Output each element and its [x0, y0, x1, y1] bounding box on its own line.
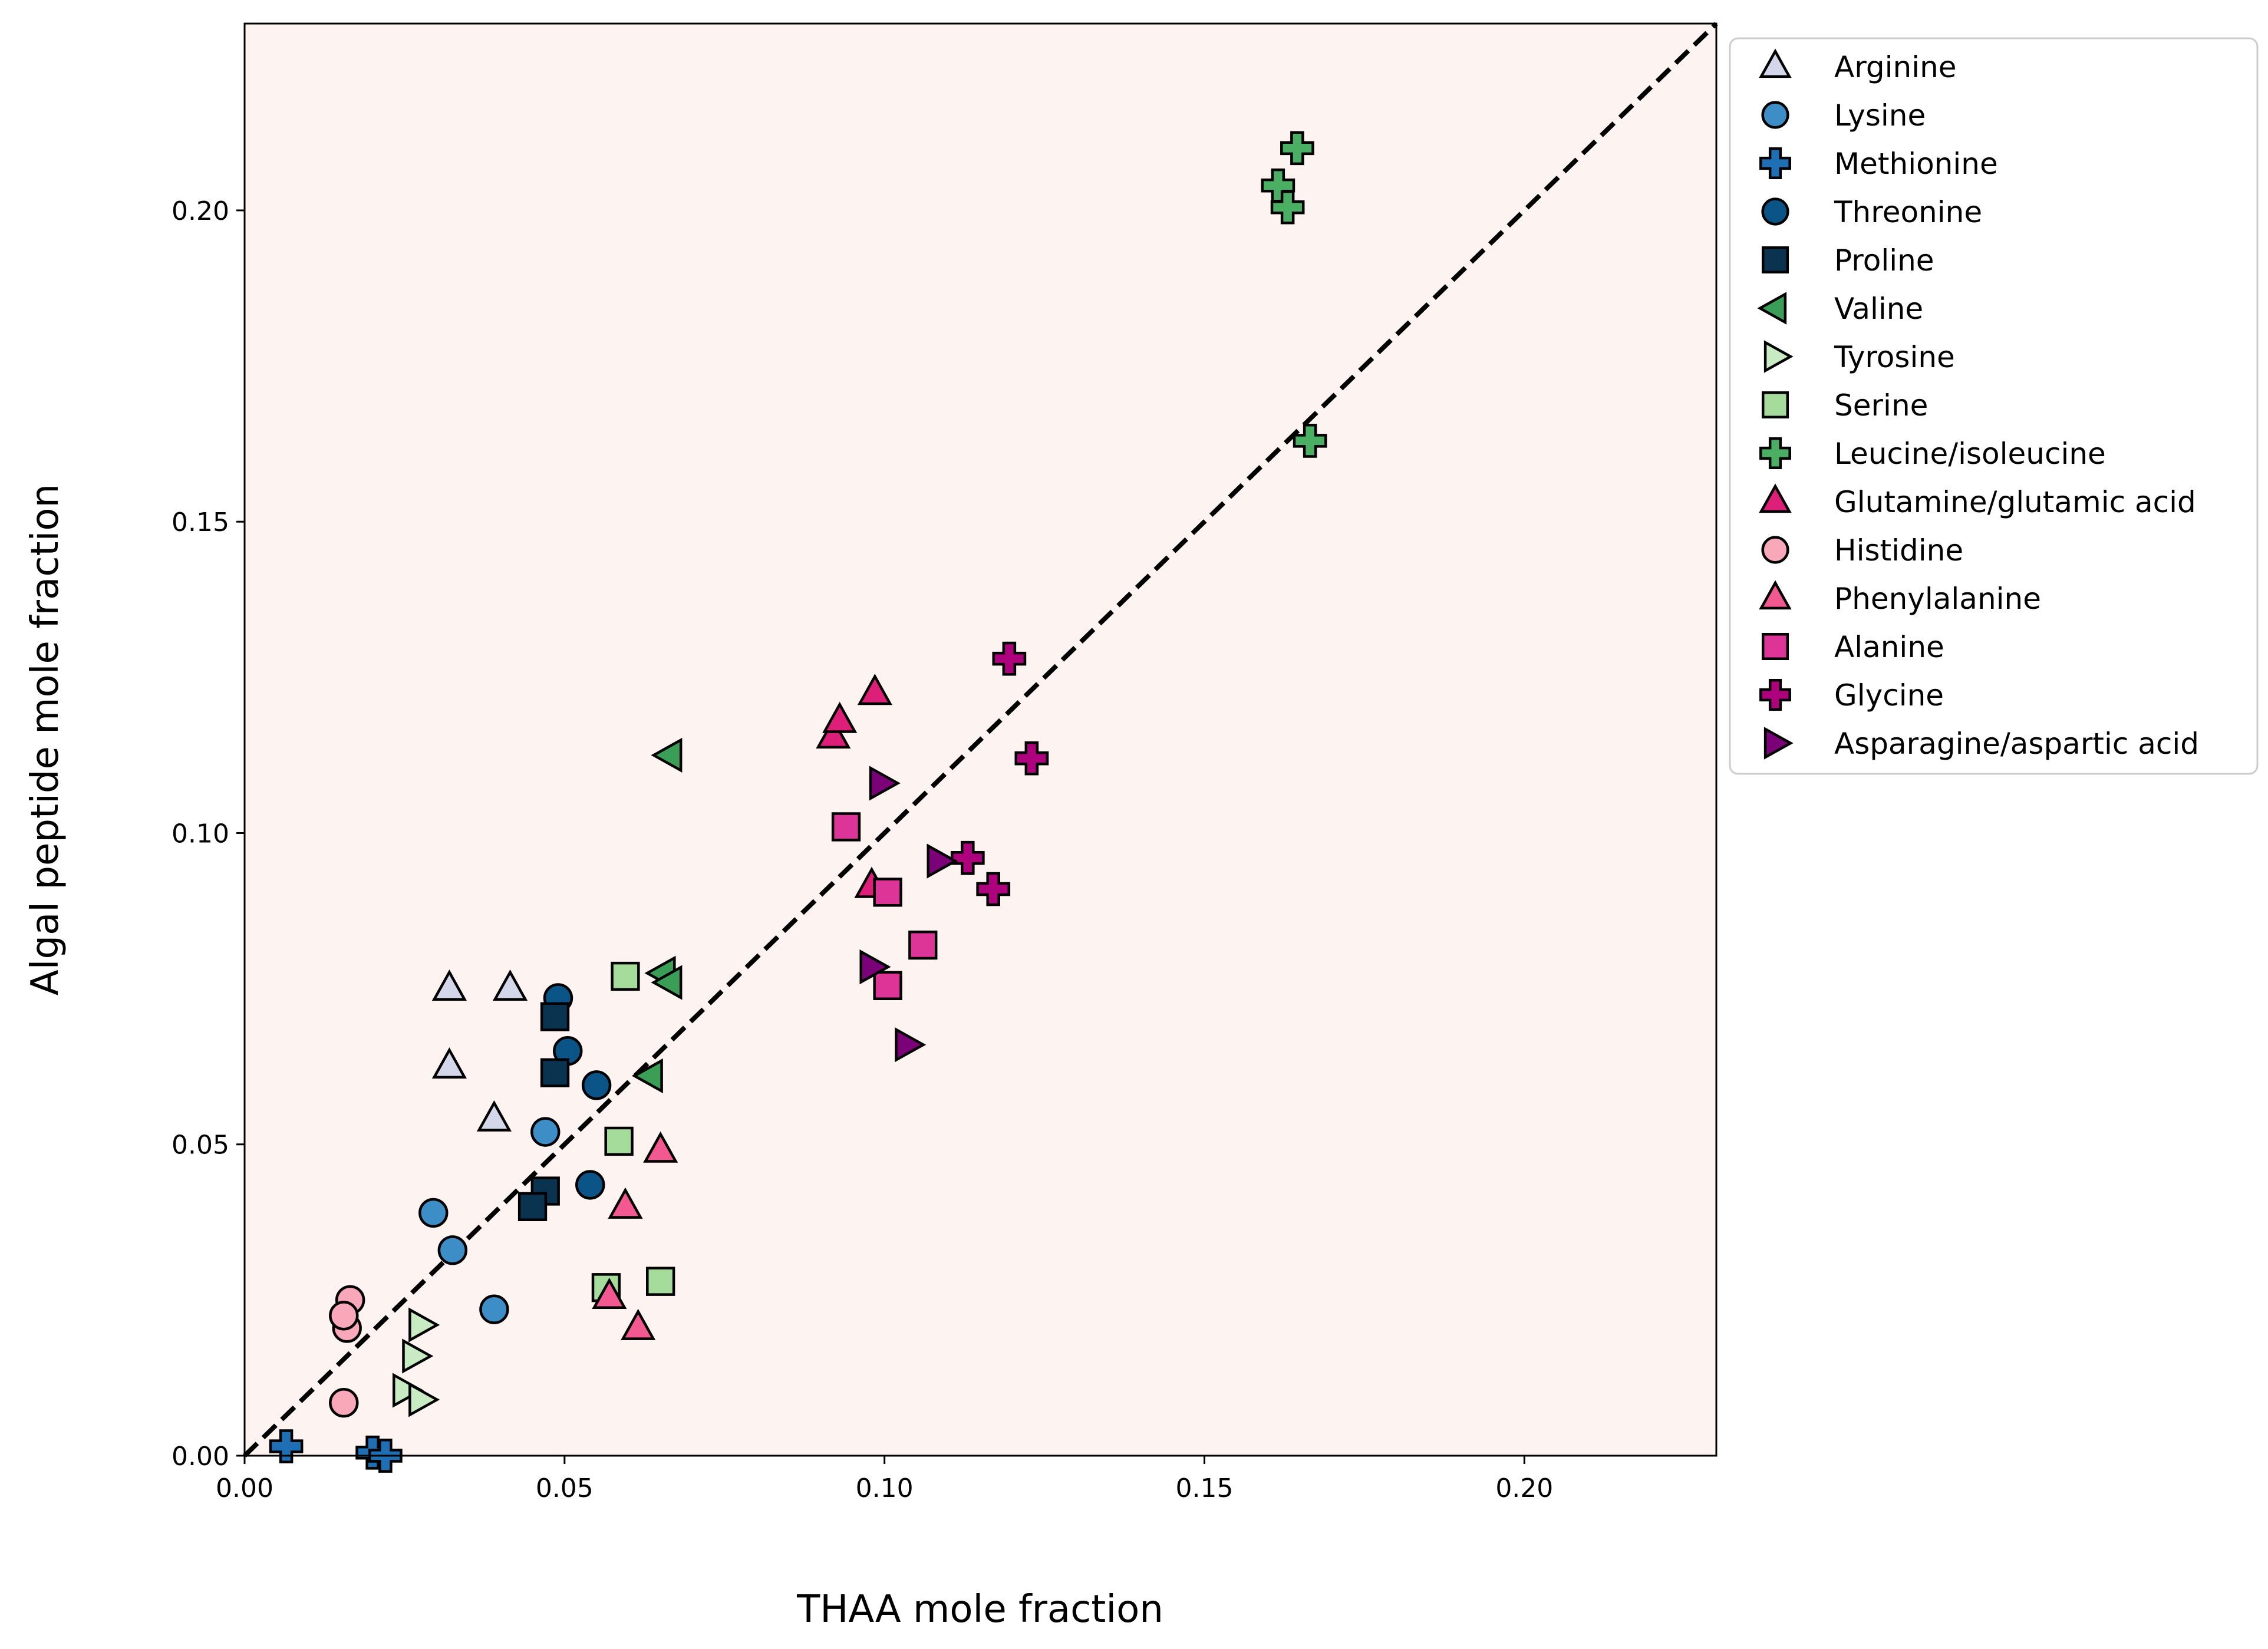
reference-line — [243, 22, 1718, 1457]
legend-marker-leucine-isoleucine — [1759, 437, 1791, 469]
data-point-proline — [540, 1002, 570, 1031]
data-point-lysine — [530, 1117, 561, 1147]
data-point-glycine — [992, 641, 1027, 676]
x-tick-label: 0.20 — [1495, 1473, 1553, 1503]
legend-marker-threonine — [1761, 197, 1789, 226]
data-point-methionine — [269, 1429, 304, 1463]
legend-label-serine: Serine — [1834, 388, 1928, 423]
data-point-glutamine-glutamic-acid — [816, 717, 851, 749]
data-point-proline — [517, 1192, 548, 1222]
data-point-valine — [651, 965, 683, 1000]
data-point-arginine — [492, 969, 528, 1001]
legend-label-leucine-isoleucine: Leucine/isoleucine — [1834, 437, 2106, 471]
data-point-serine — [611, 961, 640, 991]
x-axis-title: THAA mole fraction — [796, 1588, 1163, 1631]
data-point-lysine — [437, 1235, 468, 1265]
legend-marker-phenylalanine — [1759, 580, 1792, 610]
data-point-leucine-isoleucine — [1293, 424, 1327, 458]
data-point-arginine — [431, 1047, 467, 1079]
data-point-asparagine-aspartic-acid — [859, 949, 891, 985]
data-point-alanine — [908, 931, 938, 960]
data-point-asparagine-aspartic-acid — [869, 766, 901, 801]
legend-marker-proline — [1761, 246, 1789, 274]
data-point-valine — [631, 1058, 663, 1094]
legend-label-arginine: Arginine — [1834, 50, 1957, 84]
data-point-serine — [646, 1267, 675, 1296]
data-point-leucine-isoleucine — [1270, 190, 1305, 225]
data-point-threonine — [575, 1170, 605, 1200]
data-point-asparagine-aspartic-acid — [927, 843, 958, 879]
legend-marker-arginine — [1759, 48, 1792, 78]
data-point-lysine — [479, 1294, 509, 1324]
data-point-threonine — [581, 1070, 612, 1100]
data-point-proline — [540, 1058, 570, 1087]
legend-label-proline: Proline — [1834, 243, 1934, 278]
data-point-tyrosine — [392, 1373, 424, 1408]
legend-label-lysine: Lysine — [1834, 98, 1926, 133]
y-axis: 0.00 0.05 0.10 0.15 0.20 — [172, 196, 245, 1472]
legend-marker-glutamine-glutamic-acid — [1759, 483, 1792, 513]
data-point-serine — [604, 1126, 634, 1156]
data-point-histidine — [329, 1301, 359, 1331]
data-point-leucine-isoleucine — [1280, 131, 1314, 166]
legend-label-valine: Valine — [1834, 292, 1923, 326]
y-axis-title: Algal peptide mole fraction — [24, 484, 67, 995]
legend-frame — [1729, 37, 2259, 775]
x-tick-label: 0.15 — [1175, 1473, 1233, 1503]
legend-marker-methionine — [1759, 147, 1791, 179]
data-point-tyrosine — [408, 1307, 440, 1343]
x-tick-label: 0.10 — [856, 1473, 914, 1503]
legend-label-tyrosine: Tyrosine — [1834, 340, 1955, 374]
data-point-glutamine-glutamic-acid — [822, 701, 858, 733]
legend-marker-lysine — [1761, 101, 1789, 129]
data-point-lysine — [418, 1198, 449, 1228]
data-point-alanine — [873, 878, 902, 907]
data-point-alanine — [831, 812, 861, 842]
data-point-arginine — [431, 969, 467, 1001]
legend-label-glycine: Glycine — [1834, 678, 1944, 713]
legend: Arginine Lysine Methionine Threonine Proline… — [1729, 37, 2259, 775]
data-point-asparagine-aspartic-acid — [895, 1027, 927, 1063]
legend-marker-histidine — [1761, 536, 1789, 564]
data-point-tyrosine — [408, 1382, 440, 1417]
data-point-arginine — [476, 1100, 512, 1132]
data-point-alanine — [873, 971, 902, 1000]
legend-label-asparagine-aspartic-acid: Asparagine/aspartic acid — [1834, 727, 2199, 761]
legend-label-threonine: Threonine — [1834, 195, 1982, 229]
legend-marker-glycine — [1759, 679, 1791, 711]
legend-label-alanine: Alanine — [1834, 630, 1944, 664]
data-point-histidine — [329, 1387, 359, 1418]
data-point-phenylalanine — [643, 1131, 678, 1163]
data-point-glycine — [1014, 741, 1049, 776]
data-point-glutamine-glutamic-acid — [857, 674, 892, 705]
y-tick-label: 0.10 — [172, 819, 229, 849]
legend-marker-asparagine-aspartic-acid — [1763, 727, 1794, 760]
legend-label-glutamine-glutamic-acid: Glutamine/glutamic acid — [1834, 485, 2196, 519]
legend-marker-serine — [1761, 391, 1789, 419]
data-point-valine — [651, 737, 683, 773]
legend-label-phenylalanine: Phenylalanine — [1834, 582, 2041, 616]
data-point-tyrosine — [402, 1338, 434, 1374]
legend-marker-alanine — [1761, 632, 1789, 661]
y-tick-label: 0.20 — [172, 196, 229, 226]
data-point-phenylalanine — [621, 1308, 656, 1340]
legend-marker-valine — [1757, 292, 1787, 325]
y-tick-label: 0.15 — [172, 507, 229, 537]
x-tick-label: 0.05 — [536, 1473, 594, 1503]
plot-frame — [243, 22, 1718, 1457]
legend-marker-tyrosine — [1763, 340, 1794, 373]
y-tick-label: 0.05 — [172, 1130, 229, 1160]
x-axis: 0.00 0.05 0.10 0.15 0.20 — [216, 1456, 1553, 1503]
data-point-glycine — [976, 872, 1011, 906]
data-point-phenylalanine — [592, 1277, 627, 1310]
legend-label-histidine: Histidine — [1834, 533, 1963, 568]
legend-label-methionine: Methionine — [1834, 147, 1998, 181]
data-point-phenylalanine — [608, 1187, 643, 1219]
data-point-glycine — [950, 840, 985, 875]
x-tick-label: 0.00 — [216, 1473, 273, 1503]
y-tick-label: 0.00 — [172, 1442, 229, 1472]
